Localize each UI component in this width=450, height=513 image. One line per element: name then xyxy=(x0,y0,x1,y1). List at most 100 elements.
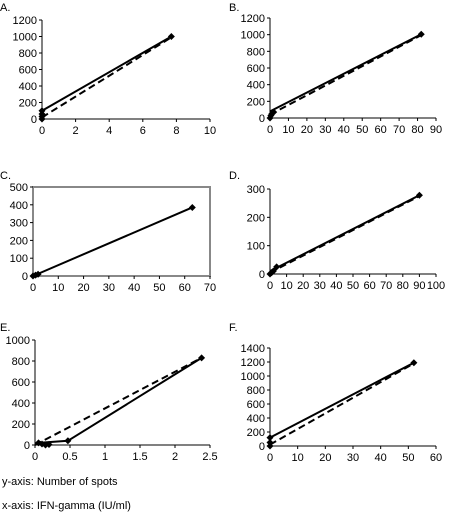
x-tick-label: 0 xyxy=(32,451,38,463)
x-tick-label: 40 xyxy=(338,124,350,136)
solid-data-line xyxy=(41,35,172,112)
x-tick-label: 60 xyxy=(363,280,375,292)
y-tick-label: 200 xyxy=(247,212,265,224)
x-tick-label: 10 xyxy=(280,280,292,292)
data-point xyxy=(273,263,281,271)
chart-panel-e: E. 0 200 400 600 800 1000 0 0.5 1 1.5 2 2.5 xyxy=(0,322,218,463)
dashed-trend-line xyxy=(269,195,420,274)
x-tick-label: 2 xyxy=(172,451,178,463)
x-tick-label: 30 xyxy=(314,280,326,292)
panel-label: D. xyxy=(229,170,240,182)
panel-label: B. xyxy=(229,2,239,14)
x-tick-label: 2 xyxy=(73,125,79,137)
y-tick-label: 600 xyxy=(247,399,265,411)
y-tick-label: 1200 xyxy=(241,13,265,25)
x-tick-label: 20 xyxy=(301,124,313,136)
panel-label: A. xyxy=(0,2,10,14)
x-tick-label: 30 xyxy=(319,124,331,136)
x-tick-label: 10 xyxy=(282,124,294,136)
solid-data-line xyxy=(269,194,420,273)
solid-data-line xyxy=(269,33,422,113)
y-axis-caption: y-axis: Number of spots xyxy=(2,476,118,488)
y-tick-label: 600 xyxy=(19,65,37,77)
data-point xyxy=(45,440,53,448)
x-tick-label: 6 xyxy=(140,125,146,137)
y-tick-label: 800 xyxy=(12,356,30,368)
dashed-trend-line xyxy=(34,356,203,446)
x-tick-label: 90 xyxy=(430,124,442,136)
y-tick-label: 1400 xyxy=(241,343,265,355)
y-tick-label: 0 xyxy=(24,440,30,452)
data-point xyxy=(270,108,278,116)
dashed-trend-line xyxy=(269,34,422,116)
x-tick-label: 0.5 xyxy=(62,451,77,463)
x-tick-label: 0 xyxy=(267,124,273,136)
y-tick-label: 400 xyxy=(19,81,37,93)
chart-panel-a: A. 0 200 400 600 800 1000 1200 0 2 4 6 8 10 xyxy=(0,2,216,137)
y-tick-label: 0 xyxy=(22,271,28,283)
x-tick-label: 40 xyxy=(128,282,140,294)
x-tick-label: 1 xyxy=(102,451,108,463)
y-tick-label: 1000 xyxy=(241,371,265,383)
y-tick-label: 0 xyxy=(31,114,37,126)
x-tick-label: 50 xyxy=(347,280,359,292)
x-tick-label: 70 xyxy=(393,124,405,136)
x-tick-label: 0 xyxy=(267,452,273,464)
y-tick-label: 300 xyxy=(247,184,265,196)
data-point xyxy=(64,437,72,445)
data-point xyxy=(410,359,418,367)
y-tick-label: 200 xyxy=(12,419,30,431)
y-tick-label: 200 xyxy=(247,427,265,439)
solid-data-line xyxy=(32,206,193,277)
chart-panel-b: B. 0 200 400 600 800 1000 1200 0 10 20 30 40 50 60 70 80… xyxy=(229,2,442,136)
y-tick-label: 600 xyxy=(12,377,30,389)
panel-label: E. xyxy=(0,322,10,334)
x-tick-label: 20 xyxy=(297,280,309,292)
x-tick-label: 70 xyxy=(204,282,216,294)
x-tick-label: 2.5 xyxy=(202,451,217,463)
y-tick-label: 400 xyxy=(12,398,30,410)
x-tick-label: 0 xyxy=(39,125,45,137)
y-tick-label: 400 xyxy=(247,413,265,425)
plot-frame xyxy=(32,186,211,277)
x-tick-label: 70 xyxy=(380,280,392,292)
x-tick-label: 30 xyxy=(103,282,115,294)
y-tick-label: 200 xyxy=(10,235,28,247)
x-tick-label: 50 xyxy=(356,124,368,136)
y-tick-label: 0 xyxy=(259,113,265,125)
x-tick-label: 50 xyxy=(402,452,414,464)
panel-label: F. xyxy=(229,322,238,334)
data-point xyxy=(188,203,196,211)
dashed-trend-line xyxy=(41,36,172,119)
x-tick-label: 100 xyxy=(427,280,445,292)
data-point xyxy=(266,434,274,442)
panel-label: C. xyxy=(0,170,11,182)
data-point xyxy=(167,33,175,40)
x-tick-label: 60 xyxy=(430,452,442,464)
dashed-trend-line xyxy=(269,362,415,446)
data-point xyxy=(417,30,425,38)
x-tick-label: 8 xyxy=(173,125,179,137)
x-tick-label: 0 xyxy=(30,282,36,294)
y-tick-label: 1000 xyxy=(241,30,265,42)
data-point xyxy=(34,270,42,278)
x-tick-label: 60 xyxy=(179,282,191,294)
data-point xyxy=(415,191,423,199)
y-tick-label: 600 xyxy=(247,63,265,75)
y-tick-label: 400 xyxy=(247,80,265,92)
x-tick-label: 20 xyxy=(77,282,89,294)
x-tick-label: 1.5 xyxy=(132,451,147,463)
data-point xyxy=(269,267,277,275)
chart-panel-f: F. 0 200 400 600 800 1000 1200 1400 0 10 20 30 40 50 60 xyxy=(229,322,442,464)
x-axis-caption: x-axis: IFN-gamma (IU/ml) xyxy=(2,500,131,512)
y-tick-label: 100 xyxy=(247,241,265,253)
y-tick-label: 400 xyxy=(10,200,28,212)
y-tick-label: 1200 xyxy=(13,15,37,27)
x-tick-label: 30 xyxy=(347,452,359,464)
y-tick-label: 200 xyxy=(19,98,37,110)
y-tick-label: 800 xyxy=(247,46,265,58)
x-tick-label: 80 xyxy=(411,124,423,136)
x-tick-label: 10 xyxy=(204,125,216,137)
